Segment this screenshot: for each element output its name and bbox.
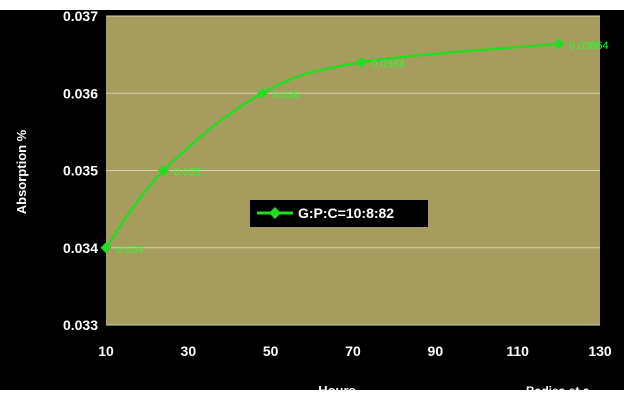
x-tick-label: 110: [506, 343, 529, 359]
y-tick-label: 0.035: [63, 163, 98, 179]
x-tick-label: 90: [428, 343, 444, 359]
legend-marker: [269, 207, 281, 219]
data-point-marker: [553, 38, 565, 50]
x-axis-title: Hours: [318, 383, 356, 398]
y-tick-label: 0.037: [63, 8, 98, 24]
data-point-marker: [158, 165, 170, 176]
y-axis-title: Absorption %: [14, 129, 29, 214]
y-tick-label: 0.034: [63, 240, 98, 256]
data-label: 0.034: [116, 244, 144, 256]
x-tick-label: 70: [345, 343, 361, 359]
data-label: 0.036: [272, 89, 300, 101]
data-label: 0.035: [174, 167, 202, 179]
data-point-marker: [100, 242, 112, 254]
data-label: 0.0364: [371, 58, 405, 70]
series-line: [104, 42, 559, 249]
data-label: 0.03664: [569, 40, 609, 52]
x-tick-label: 10: [98, 343, 114, 359]
x-axis-ticks: 10 30 50 70 90 110 130: [98, 343, 612, 359]
legend-label: G:P:C=10:8:82: [298, 205, 394, 221]
legend: G:P:C=10:8:82: [250, 200, 428, 227]
y-tick-label: 0.033: [63, 317, 98, 333]
y-tick-label: 0.036: [63, 85, 98, 101]
credit-text: Badiea et a: [526, 384, 590, 398]
x-tick-label: 30: [181, 343, 197, 359]
data-point-marker: [256, 87, 268, 99]
data-point-marker: [355, 56, 367, 68]
y-axis-ticks: 0.033 0.034 0.035 0.036 0.037: [63, 8, 98, 333]
series-group: 0.034 0.035 0.036 0.0364 0.03664: [100, 38, 609, 256]
gridlines: [106, 15, 600, 326]
x-tick-label: 130: [588, 343, 612, 359]
x-tick-label: 50: [263, 343, 279, 359]
